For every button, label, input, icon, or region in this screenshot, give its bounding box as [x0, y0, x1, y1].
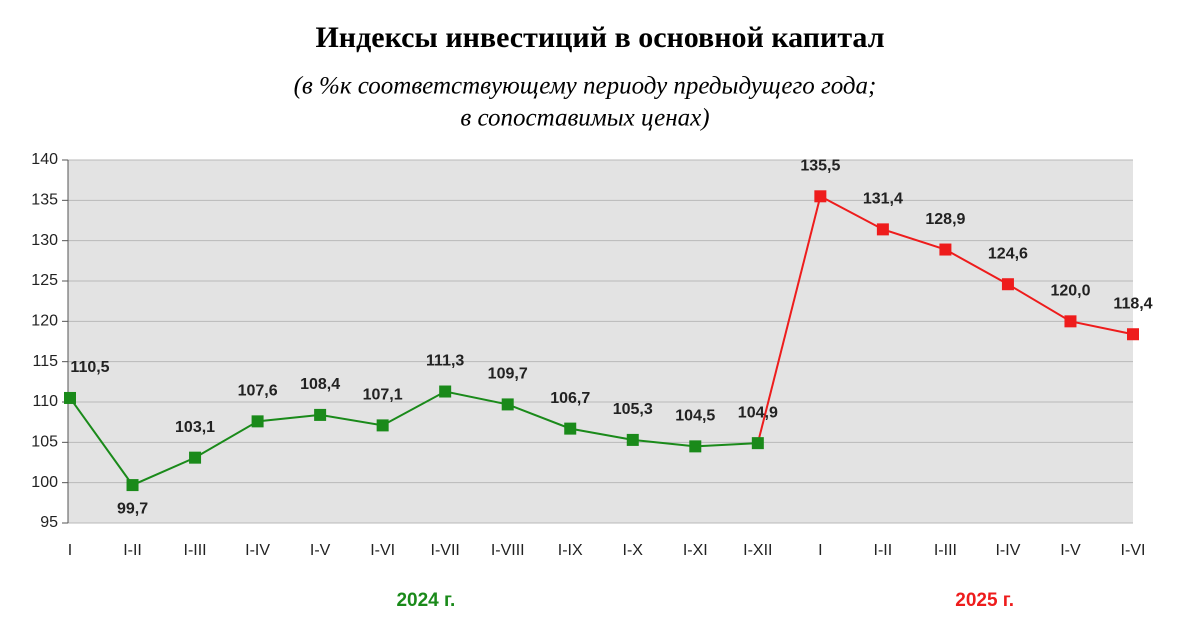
data-label: 104,5 — [675, 408, 715, 425]
data-label: 106,7 — [550, 390, 590, 407]
x-tick-label: I-II — [123, 542, 142, 559]
marker — [564, 422, 577, 435]
data-label: 131,4 — [863, 191, 903, 208]
marker — [439, 385, 452, 398]
chart-subtitle: в сопоставимых ценах) — [460, 105, 709, 132]
data-label: 118,4 — [1113, 295, 1152, 312]
data-label: 128,9 — [925, 211, 965, 228]
marker — [626, 433, 639, 446]
y-tick-label: 110 — [32, 393, 58, 410]
series-label: 2025 г. — [955, 590, 1014, 611]
x-tick-label: I-III — [184, 542, 207, 559]
data-label: 135,5 — [800, 158, 840, 175]
x-tick-label: I-IV — [245, 542, 270, 559]
y-tick-label: 105 — [31, 434, 58, 451]
x-tick-label: I — [818, 542, 822, 559]
x-tick-label: I-V — [310, 542, 331, 559]
x-tick-label: I-V — [1060, 542, 1081, 559]
marker — [314, 408, 327, 421]
data-label: 124,6 — [988, 245, 1028, 262]
chart-subtitle: (в %к соответствующему периоду предыдуще… — [294, 73, 877, 100]
data-label: 107,6 — [238, 383, 278, 400]
x-tick-label: I-X — [623, 542, 644, 559]
marker — [1127, 328, 1139, 341]
data-label: 111,3 — [426, 353, 464, 370]
y-tick-label: 135 — [31, 192, 58, 209]
marker — [689, 440, 702, 453]
marker — [376, 419, 389, 432]
x-tick-label: I-III — [934, 542, 957, 559]
y-tick-label: 95 — [40, 514, 58, 531]
marker — [126, 479, 139, 492]
x-tick-label: I-IV — [995, 542, 1020, 559]
y-tick-label: 120 — [31, 313, 58, 330]
marker — [876, 223, 889, 236]
marker — [1064, 315, 1077, 328]
data-label: 107,1 — [363, 387, 403, 404]
marker — [501, 398, 514, 411]
x-tick-label: I — [68, 542, 72, 559]
y-tick-label: 130 — [31, 232, 58, 249]
marker — [64, 391, 76, 404]
marker — [251, 415, 264, 428]
series-line — [819, 195, 1134, 336]
data-label: 105,3 — [613, 401, 653, 418]
y-tick-label: 140 — [31, 151, 58, 168]
connector — [756, 196, 822, 444]
data-label: 109,7 — [488, 366, 528, 383]
marker — [189, 451, 202, 464]
x-tick-label: I-VIII — [491, 542, 525, 559]
x-tick-label: I-VI — [370, 542, 395, 559]
x-tick-label: I-XI — [683, 542, 708, 559]
marker — [1001, 278, 1014, 291]
data-label: 110,5 — [70, 359, 109, 376]
data-label: 103,1 — [175, 419, 215, 436]
marker — [814, 190, 827, 203]
series-line — [69, 390, 758, 487]
x-tick-label: I-VI — [1121, 542, 1146, 559]
y-tick-label: 125 — [31, 272, 58, 289]
x-tick-label: I-IX — [558, 542, 583, 559]
marker — [939, 243, 952, 256]
series-label: 2024 г. — [396, 590, 455, 611]
data-label: 108,4 — [300, 376, 340, 393]
data-label: 120,0 — [1050, 283, 1090, 300]
data-label: 104,9 — [738, 404, 778, 421]
x-tick-label: I-II — [874, 542, 893, 559]
plot-area — [68, 160, 1133, 523]
x-tick-label: I-XII — [743, 542, 772, 559]
marker — [751, 437, 764, 450]
y-tick-label: 115 — [32, 353, 58, 370]
y-tick-label: 100 — [31, 474, 58, 491]
x-tick-label: I-VII — [431, 542, 460, 559]
chart-title: Индексы инвестиций в основной капитал — [315, 21, 884, 54]
data-label: 99,7 — [117, 500, 148, 517]
